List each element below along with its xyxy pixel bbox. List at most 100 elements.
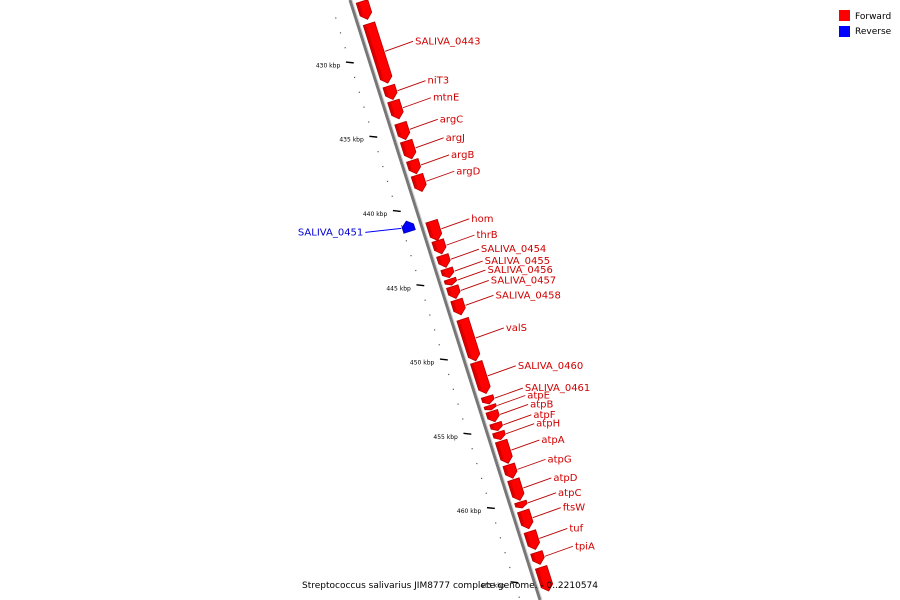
legend-reverse-label: Reverse — [855, 27, 892, 37]
scale-dot — [339, 32, 342, 34]
scale-dot — [509, 566, 511, 569]
gene-arrow-shade — [431, 241, 438, 251]
gene-leader-line — [426, 170, 455, 182]
gene-arrow-shade — [481, 397, 486, 403]
scale-dot — [438, 344, 440, 346]
scale-tick-label: 460 kbp — [457, 508, 482, 515]
map-caption: Streptococcus salivarius JIM8777 complet… — [302, 581, 598, 591]
legend-forward-label: Forward — [855, 12, 891, 22]
gene-arrow-shade — [406, 161, 412, 171]
gene-label: mtnE — [433, 93, 459, 104]
scale-dot — [485, 492, 487, 494]
legend-reverse-swatch — [839, 26, 850, 37]
gene-label: tuf — [569, 523, 583, 534]
gene-arrow-shade — [440, 269, 446, 276]
legend: Forward Reverse — [839, 10, 892, 37]
gene-arrow-shade — [514, 502, 519, 507]
gene-leader-line — [523, 477, 552, 489]
gene-leader-line — [487, 365, 516, 377]
scale-dot — [452, 388, 454, 390]
gene-label: atpG — [547, 454, 571, 465]
gene-leader-line — [465, 294, 494, 306]
scale-dot — [377, 151, 379, 153]
gene-leader-line — [441, 218, 470, 230]
scale-dot — [401, 225, 403, 227]
gene-leader-line — [475, 327, 504, 339]
gene-label: argD — [456, 166, 480, 177]
backbone-highlight — [351, 0, 543, 600]
gene-arrow-shade — [387, 101, 395, 116]
gene-label: tpiA — [575, 541, 595, 552]
gene-arrow-shade — [507, 480, 516, 498]
scale-tick — [392, 209, 401, 213]
gene-label: thrB — [476, 230, 497, 241]
gene-leader-line — [544, 545, 574, 557]
gene-arrow-shade — [400, 141, 408, 156]
scale-tick-label: 430 kbp — [316, 62, 341, 69]
gene-label: SALIVA_0455 — [485, 256, 550, 267]
gene-leader-line — [384, 40, 414, 52]
gene-arrow — [534, 564, 554, 592]
scale-tick — [463, 432, 472, 435]
gene-label: argB — [451, 150, 474, 161]
scale-dot — [382, 165, 384, 168]
scale-dot — [344, 47, 346, 49]
scale-tick — [510, 581, 519, 584]
gene-leader-line — [517, 458, 546, 470]
gene-arrow — [436, 253, 451, 268]
scale-tick — [369, 135, 378, 138]
scale-tick — [345, 61, 354, 64]
gene-arrow-shade — [446, 287, 452, 296]
gene-arrow-shade — [411, 176, 418, 189]
gene-label: hom — [471, 214, 493, 225]
scale-dot — [471, 448, 473, 450]
scale-dot — [358, 91, 360, 93]
scale-dot — [335, 17, 337, 19]
gene-label: SALIVA_0451 — [298, 227, 363, 238]
gene-arrow-shade — [356, 2, 364, 16]
gene-arrow-shade — [444, 280, 449, 285]
scale-tick-label: 465 kbp — [480, 582, 505, 589]
scale-dot — [424, 299, 426, 301]
scale-tick-label: 455 kbp — [433, 434, 458, 441]
gene-label: atpE — [527, 391, 550, 402]
gene-leader-line — [511, 439, 540, 451]
scale-dot — [462, 418, 464, 420]
gene-leader-line — [460, 279, 489, 291]
gene-arrow-shade — [495, 441, 504, 460]
scale-dot — [480, 477, 483, 480]
scale-tick — [416, 284, 425, 287]
gene-leader-line — [454, 260, 483, 272]
gene-leader-line — [494, 387, 524, 399]
gene-leader-line — [532, 507, 561, 519]
scale-dot — [415, 269, 417, 272]
scale-dot — [363, 106, 365, 108]
gene-leader-line — [539, 528, 568, 539]
gene-arrow-shade — [517, 511, 525, 526]
scale-dot — [499, 537, 501, 539]
legend-forward-swatch — [839, 10, 850, 21]
scale-dot — [433, 329, 436, 331]
gene-label: atpA — [541, 435, 564, 446]
scale-dot — [504, 552, 506, 554]
gene-arrow-shade — [394, 124, 402, 137]
scale-dot — [476, 462, 478, 465]
gene-label: SALIVA_0458 — [495, 290, 560, 301]
gene-leader-line — [506, 423, 535, 435]
gene-label: atpB — [530, 399, 553, 410]
gene-label: argC — [440, 114, 463, 125]
gene-leader-line — [397, 80, 426, 92]
gene-label: SALIVA_0454 — [481, 244, 546, 255]
gene-arrow — [401, 220, 416, 234]
genome-backbone — [348, 0, 543, 600]
gene-label: valS — [506, 323, 527, 334]
gene-leader-line — [457, 269, 486, 281]
gene-label: ftsW — [563, 503, 585, 514]
scale-dot — [448, 373, 450, 376]
gene-label: niT3 — [428, 76, 450, 87]
gene-label: SALIVA_0461 — [525, 383, 590, 394]
gene-leader-line — [450, 248, 480, 260]
gene-arrow-shade — [535, 568, 545, 588]
gene-features — [355, 0, 554, 592]
gene-arrow-shade — [530, 553, 536, 561]
